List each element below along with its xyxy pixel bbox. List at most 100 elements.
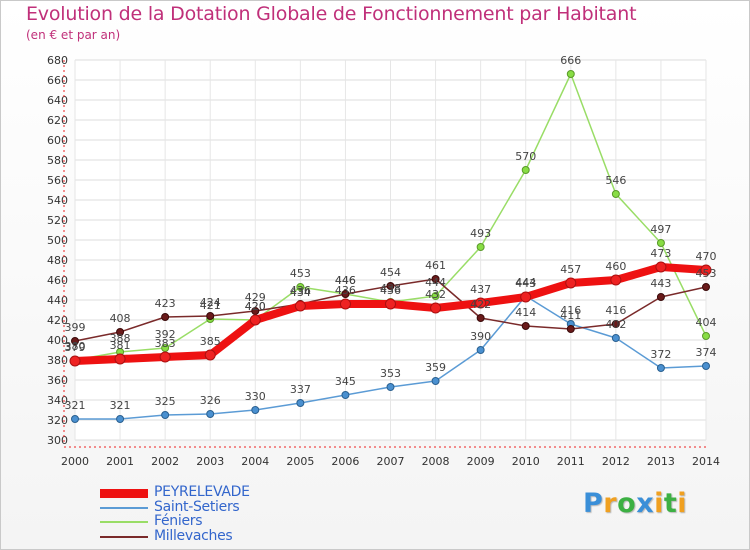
data-point-saint-setiers	[656, 364, 665, 372]
y-tick-label: 560	[47, 174, 68, 187]
x-tick-label: 2012	[602, 455, 630, 468]
data-label-saint-setiers: 402	[605, 318, 626, 331]
data-point-feniers	[476, 243, 485, 251]
data-point-feniers	[611, 190, 620, 198]
data-label-feniers: 453	[290, 267, 311, 280]
proxiti-logo: Proxiti	[583, 488, 687, 519]
data-label-feniers: 666	[560, 54, 581, 67]
data-label-millevaches: 423	[155, 297, 176, 310]
data-point-saint-setiers	[702, 362, 710, 370]
data-point-peyrelevade	[385, 298, 396, 310]
data-point-peyrelevade	[159, 351, 171, 363]
data-label-feniers: 420	[245, 300, 266, 313]
data-label-saint-setiers: 326	[200, 394, 221, 407]
data-label-feniers: 546	[605, 174, 626, 187]
data-label-peyrelevade: 437	[470, 283, 491, 296]
data-label-feniers: 438	[380, 282, 401, 295]
data-label-saint-setiers: 374	[696, 346, 717, 359]
data-point-peyrelevade	[565, 277, 577, 289]
legend: PEYRELEVADE Saint-Setiers Féniers Millev…	[100, 485, 360, 543]
data-label-feniers: 570	[515, 150, 536, 163]
x-tick-label: 2002	[151, 455, 179, 468]
data-point-peyrelevade	[610, 274, 622, 286]
data-label-saint-setiers: 390	[470, 330, 491, 343]
data-label-saint-setiers: 345	[335, 375, 356, 388]
data-point-millevaches	[702, 283, 710, 291]
data-point-feniers	[656, 239, 665, 247]
series-peyrelevade	[69, 261, 712, 367]
data-point-saint-setiers	[341, 391, 350, 399]
y-tick-label: 460	[47, 274, 68, 287]
data-point-peyrelevade	[475, 297, 487, 309]
data-label-feniers: 446	[335, 274, 356, 287]
data-point-millevaches	[566, 325, 575, 333]
y-tick-label: 640	[47, 94, 68, 107]
data-label-millevaches: 424	[200, 296, 221, 309]
data-label-peyrelevade: 436	[335, 284, 356, 297]
data-label-feniers: 380	[65, 340, 86, 353]
data-point-saint-setiers	[161, 411, 170, 419]
data-label-millevaches: 443	[650, 277, 671, 290]
data-point-feniers	[296, 283, 305, 291]
data-point-feniers	[702, 332, 710, 340]
data-label-feniers: 497	[650, 223, 671, 236]
data-label-peyrelevade: 383	[155, 337, 176, 350]
data-label-millevaches: 414	[515, 306, 536, 319]
data-label-millevaches: 436	[290, 284, 311, 297]
data-point-saint-setiers	[296, 399, 305, 407]
y-tick-label: 340	[47, 394, 68, 407]
data-point-millevaches	[476, 314, 485, 322]
logo-letter: P	[583, 488, 604, 519]
data-point-peyrelevade	[430, 302, 442, 314]
data-label-saint-setiers: 330	[245, 390, 266, 403]
y-tick-label: 500	[47, 234, 68, 247]
data-label-millevaches: 422	[470, 298, 491, 311]
data-label-millevaches: 429	[245, 291, 266, 304]
y-tick-label: 320	[47, 414, 68, 427]
legend-label-millevaches: Millevaches	[154, 527, 233, 544]
data-point-saint-setiers	[251, 406, 260, 414]
y-tick-label: 400	[47, 334, 68, 347]
y-tick-label: 300	[47, 434, 68, 447]
data-label-feniers: 421	[200, 299, 221, 312]
data-point-saint-setiers	[206, 410, 215, 418]
data-label-peyrelevade: 381	[110, 339, 131, 352]
data-label-peyrelevade: 379	[65, 341, 86, 354]
data-point-peyrelevade	[114, 353, 126, 365]
x-tick-label: 2009	[467, 455, 495, 468]
data-label-millevaches: 453	[696, 267, 717, 280]
data-label-peyrelevade: 432	[425, 288, 446, 301]
y-tick-label: 480	[47, 254, 68, 267]
data-point-millevaches	[656, 293, 665, 301]
logo-letter: r	[603, 488, 618, 519]
legend-swatch-saint-setiers	[100, 506, 148, 509]
data-label-millevaches: 411	[560, 309, 581, 322]
logo-letter: i	[654, 488, 664, 519]
data-label-millevaches: 399	[65, 321, 86, 334]
x-tick-label: 2004	[241, 455, 269, 468]
chart-subtitle: (en € et par an)	[26, 28, 121, 42]
data-label-peyrelevade: 436	[380, 284, 401, 297]
x-tick-label: 2013	[647, 455, 675, 468]
data-point-saint-setiers	[611, 334, 620, 342]
axis-layer: 3003203403603804004204404604805005205405…	[47, 54, 720, 468]
legend-swatch-feniers	[100, 521, 148, 523]
data-point-saint-setiers	[431, 377, 440, 385]
data-label-saint-setiers: 321	[65, 399, 86, 412]
data-label-saint-setiers: 416	[560, 304, 581, 317]
logo-letter: o	[617, 488, 637, 519]
y-tick-label: 360	[47, 374, 68, 387]
data-point-peyrelevade	[204, 349, 216, 361]
data-label-feniers: 493	[470, 227, 491, 240]
data-label-feniers: 392	[155, 328, 176, 341]
y-tick-label: 440	[47, 294, 68, 307]
data-point-feniers	[521, 166, 530, 174]
data-point-millevaches	[341, 290, 350, 298]
data-point-millevaches	[116, 328, 125, 336]
legend-item-feniers: Féniers	[100, 514, 360, 529]
data-label-saint-setiers: 321	[110, 399, 131, 412]
data-point-peyrelevade	[249, 314, 261, 326]
data-point-peyrelevade	[339, 298, 351, 310]
logo-letter: x	[636, 488, 655, 519]
data-point-peyrelevade	[294, 300, 306, 312]
